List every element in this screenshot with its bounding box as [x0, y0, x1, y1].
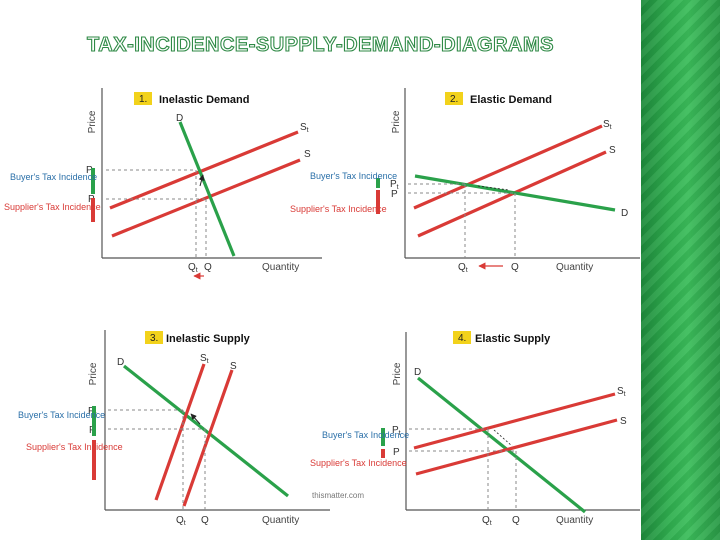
price-axis-label: Price [87, 110, 98, 133]
quantity-axis-label: Quantity [262, 262, 299, 273]
demand-label: D [414, 367, 421, 378]
supply-label: S [620, 416, 627, 427]
price-axis-label: Price [88, 362, 99, 385]
supplier-incidence-bar [92, 440, 96, 480]
supply-with-tax-label: St [617, 386, 626, 398]
supplier-incidence-bar [376, 190, 380, 214]
diagram-title: Elastic Supply [475, 333, 551, 345]
supply-with-tax-curve [413, 124, 603, 210]
supply-with-tax-label: St [603, 119, 612, 131]
demand-curve [178, 121, 236, 257]
diagram-number: 3. [150, 333, 158, 344]
supply-curve [111, 158, 301, 238]
diagram-elastic-demand: Price Quantity 2. Elastic Demand D St S … [290, 88, 640, 274]
supply-with-tax-curve [154, 363, 206, 501]
suppliers-tax-incidence-label: Supplier's Tax Incidence [290, 204, 387, 214]
diagram-title: Inelastic Demand [159, 94, 249, 106]
buyers-tax-incidence-label: Buyer's Tax Incidence [310, 171, 397, 181]
supplier-incidence-bar [381, 449, 385, 458]
watermark: thismatter.com [312, 491, 364, 500]
qt-label: Qt [482, 515, 492, 527]
qt-label: Qt [458, 262, 468, 274]
diagram-number: 4. [458, 333, 466, 344]
buyer-incidence-bar [376, 178, 380, 188]
shift-line [477, 185, 510, 191]
decorative-side-bar [641, 0, 720, 540]
suppliers-tax-incidence-label: Supplier's Tax Incidence [26, 442, 123, 452]
buyers-tax-incidence-label: Buyer's Tax Incidence [10, 172, 97, 182]
demand-label: D [621, 208, 628, 219]
pt-label: Pt [390, 179, 399, 191]
suppliers-tax-incidence-label: Supplier's Tax Incidence [310, 458, 407, 468]
price-axis-label: Price [391, 110, 402, 133]
qt-label: Qt [188, 262, 198, 274]
shift-arrow [190, 413, 201, 425]
supply-with-tax-label: St [300, 122, 309, 134]
q-label: Q [512, 515, 520, 526]
demand-curve [416, 376, 587, 514]
buyer-incidence-bar [381, 428, 385, 446]
diagram-number-badge [453, 331, 471, 344]
q-label: Q [511, 262, 519, 273]
supply-label: S [609, 145, 616, 156]
demand-curve [123, 364, 289, 498]
suppliers-tax-incidence-label: Supplier's Tax Incidence [4, 202, 101, 212]
supply-with-tax-curve [413, 392, 616, 450]
buyer-incidence-bar [91, 168, 95, 194]
supplier-incidence-bar [91, 198, 95, 222]
diagram-number-badge [134, 92, 152, 105]
diagram-inelastic-supply: Price Quantity 3. Inelastic Supply D St … [18, 330, 364, 527]
diagram-number: 2. [450, 94, 458, 105]
supply-with-tax-label: St [200, 353, 209, 365]
p-label: P [393, 447, 400, 458]
supply-with-tax-curve [109, 130, 299, 210]
q-label: Q [201, 515, 209, 526]
supply-label: S [304, 149, 311, 160]
diagram-number: 1. [139, 94, 147, 105]
shift-arrow [198, 174, 205, 187]
buyers-tax-incidence-label: Buyer's Tax Incidence [18, 410, 105, 420]
supply-label: S [230, 361, 237, 372]
price-axis-label: Price [392, 362, 403, 385]
slide-title: TAX-INCIDENCE-SUPPLY-DEMAND-DIAGRAMS [86, 33, 554, 56]
pt-label: Pt [392, 425, 401, 437]
diagram-number-badge [145, 331, 163, 344]
shift-line [493, 429, 513, 447]
diagram-title: Elastic Demand [470, 94, 552, 106]
diagram-inelastic-demand: Price Quantity 1. Inelastic Demand D St … [4, 88, 322, 280]
diagram-number-badge [445, 92, 463, 105]
diagram-elastic-supply: Price Quantity 4. Elastic Supply D St S … [310, 331, 640, 527]
diagram-title: Inelastic Supply [166, 333, 251, 345]
quantity-axis-label: Quantity [262, 515, 299, 526]
p-label: P [391, 189, 398, 200]
quantity-axis-label: Quantity [556, 262, 593, 273]
demand-label: D [117, 357, 124, 368]
demand-label: D [176, 113, 183, 124]
buyers-tax-incidence-label: Buyer's Tax Incidence [322, 430, 409, 440]
supply-curve [182, 369, 234, 507]
q-label: Q [204, 262, 212, 273]
quantity-axis-label: Quantity [556, 515, 593, 526]
supply-curve [415, 418, 618, 476]
qt-label: Qt [176, 515, 186, 527]
buyer-incidence-bar [92, 406, 96, 436]
